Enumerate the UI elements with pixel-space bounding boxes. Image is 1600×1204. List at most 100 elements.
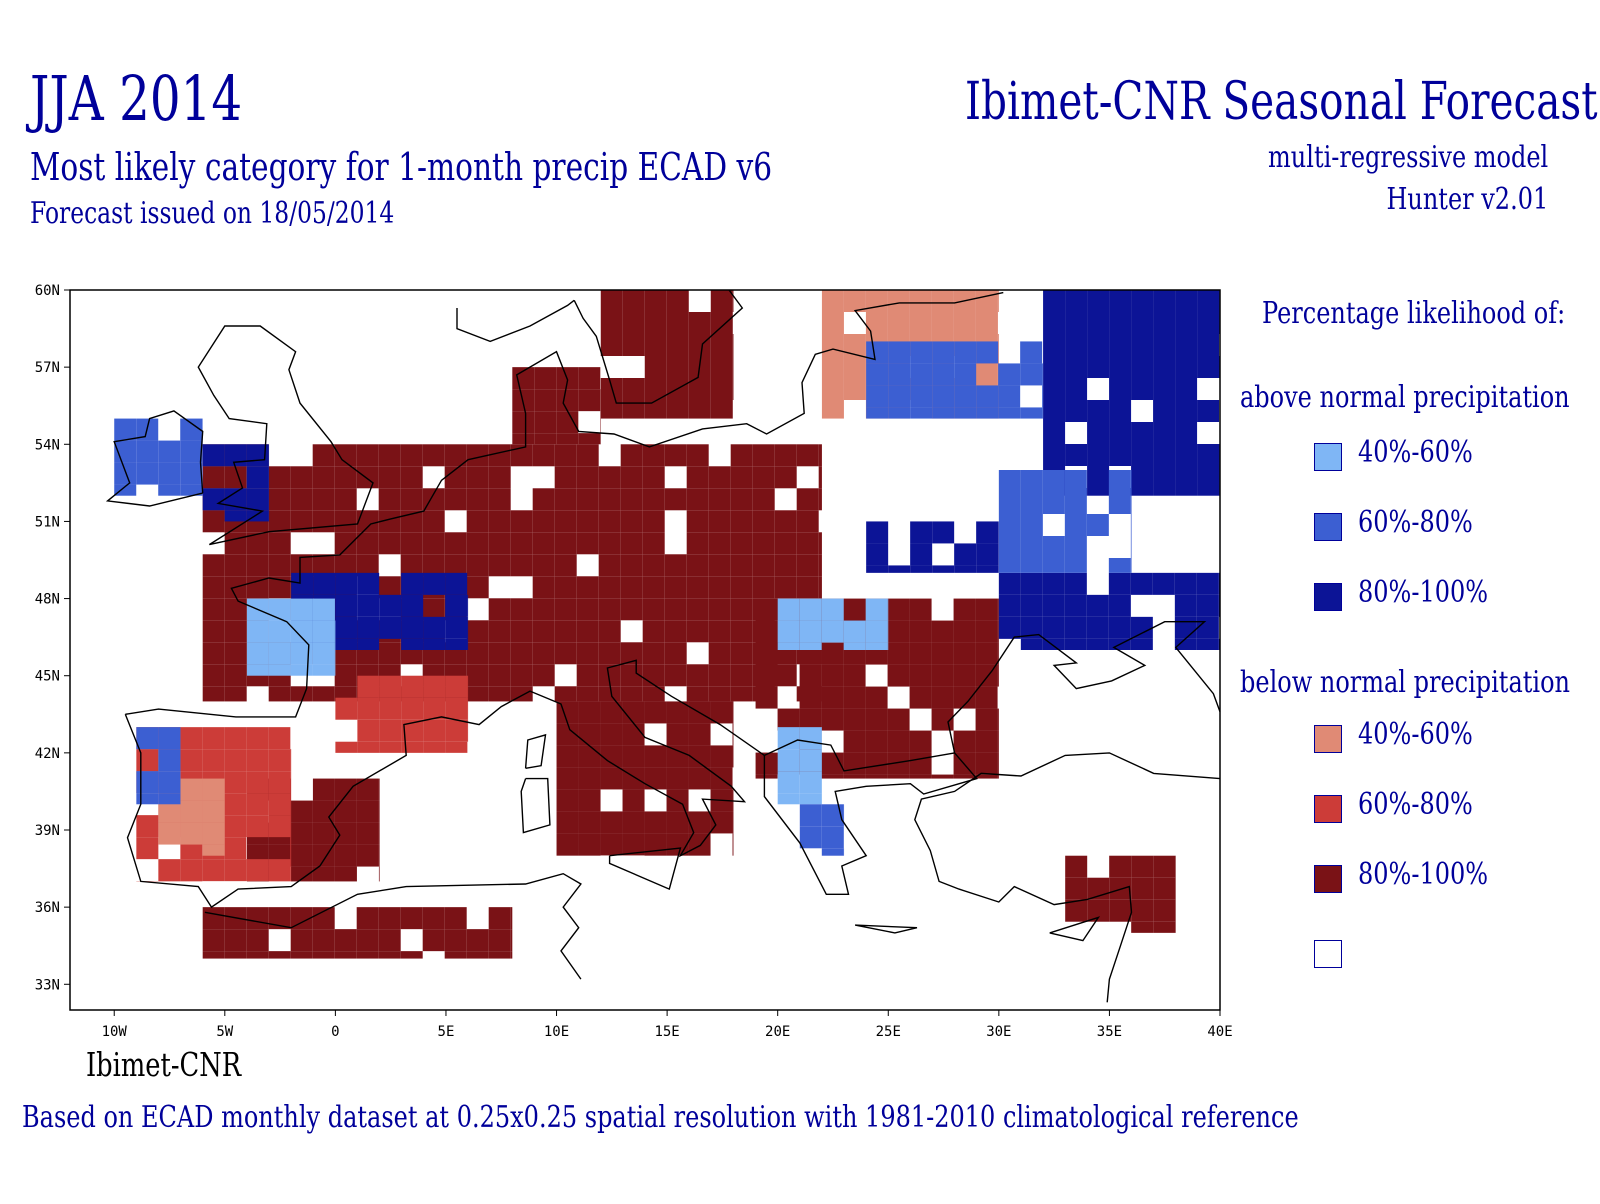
forecast-cell-below_60_80 xyxy=(335,698,357,720)
forecast-cell-below_80_100 xyxy=(225,951,247,958)
forecast-cell-below_60_80 xyxy=(246,749,268,771)
forecast-cell-above_40_60 xyxy=(844,643,866,650)
forecast-cell-below_80_100 xyxy=(643,466,665,488)
forecast-cell-below_80_100 xyxy=(1131,856,1153,878)
forecast-cell-below_80_100 xyxy=(643,598,665,620)
forecast-cell-above_60_80 xyxy=(954,407,976,418)
forecast-cell-below_40_60 xyxy=(954,312,976,334)
forecast-cell-below_80_100 xyxy=(623,767,645,789)
forecast-cell-below_60_80 xyxy=(180,749,202,771)
lat-label: 57N xyxy=(35,360,60,376)
forecast-cell-below_80_100 xyxy=(665,642,687,664)
forecast-cell-below_80_100 xyxy=(667,400,689,419)
forecast-cell-below_80_100 xyxy=(379,801,380,823)
forecast-cell-below_80_100 xyxy=(599,576,621,598)
forecast-cell-below_80_100 xyxy=(555,466,577,488)
forecast-cell-below_80_100 xyxy=(954,599,976,621)
forecast-cell-below_80_100 xyxy=(709,686,731,701)
legend-label-above-1: 60%-80% xyxy=(1358,505,1473,540)
forecast-cell-below_80_100 xyxy=(731,466,753,488)
forecast-cell-below_60_80 xyxy=(136,837,158,859)
forecast-cell-above_40_60 xyxy=(888,621,889,643)
forecast-cell-above_60_80 xyxy=(999,470,1021,492)
forecast-cell-above_60_80 xyxy=(976,407,998,418)
forecast-cell-below_80_100 xyxy=(577,532,599,554)
forecast-cell-above_80_100 xyxy=(1065,356,1087,378)
forecast-cell-above_80_100 xyxy=(932,565,954,572)
forecast-cell-above_60_80 xyxy=(866,385,888,407)
forecast-cell-below_40_60 xyxy=(888,312,910,334)
forecast-cell-above_40_60 xyxy=(888,643,889,650)
forecast-cell-below_80_100 xyxy=(313,686,335,701)
forecast-cell-below_80_100 xyxy=(556,433,578,444)
forecast-cell-below_80_100 xyxy=(534,389,556,411)
legend-below-heading: below normal precipitation xyxy=(1240,665,1570,700)
forecast-cell-below_80_100 xyxy=(533,598,555,620)
forecast-cell-below_80_100 xyxy=(533,642,555,664)
forecast-cell-above_80_100 xyxy=(1087,617,1109,639)
forecast-cell-below_80_100 xyxy=(711,356,733,378)
forecast-cell-above_60_80 xyxy=(1131,536,1132,558)
forecast-cell-above_80_100 xyxy=(1197,312,1219,334)
forecast-cell-below_80_100 xyxy=(1065,878,1087,900)
forecast-cell-below_80_100 xyxy=(599,620,621,642)
forecast-cell-below_60_80 xyxy=(290,771,291,793)
forecast-cell-above_80_100 xyxy=(976,565,998,572)
forecast-cell-below_80_100 xyxy=(203,664,225,686)
forecast-cell-above_80_100 xyxy=(1043,400,1065,422)
forecast-cell-above_80_100 xyxy=(866,565,888,572)
forecast-cell-below_80_100 xyxy=(623,723,645,745)
forecast-cell-below_80_100 xyxy=(623,745,645,767)
forecast-cell-below_80_100 xyxy=(866,709,888,731)
forecast-cell-below_60_80 xyxy=(290,815,291,837)
forecast-cell-above_80_100 xyxy=(1153,356,1175,378)
forecast-cell-below_60_80 xyxy=(224,859,246,881)
forecast-cell-above_80_100 xyxy=(1043,617,1065,639)
forecast-cell-above_60_80 xyxy=(1042,407,1043,418)
forecast-cell-below_80_100 xyxy=(731,510,753,532)
forecast-cell-above_80_100 xyxy=(1175,400,1197,422)
forecast-cell-below_80_100 xyxy=(203,951,225,958)
forecast-cell-below_80_100 xyxy=(599,510,621,532)
forecast-cell-below_80_100 xyxy=(557,745,579,767)
forecast-cell-below_80_100 xyxy=(335,929,357,951)
forecast-cell-above_60_80 xyxy=(1042,363,1043,385)
forecast-cell-below_80_100 xyxy=(645,811,667,833)
forecast-cell-below_80_100 xyxy=(888,599,910,621)
forecast-cell-above_80_100 xyxy=(1131,488,1153,496)
forecast-cell-above_60_80 xyxy=(1065,514,1087,536)
forecast-cell-below_80_100 xyxy=(775,466,797,488)
forecast-cell-below_80_100 xyxy=(269,532,291,554)
forecast-cell-below_80_100 xyxy=(423,907,445,929)
forecast-cell-above_80_100 xyxy=(203,488,225,510)
forecast-cell-above_80_100 xyxy=(335,639,357,650)
forecast-cell-below_80_100 xyxy=(577,510,599,532)
forecast-cell-above_40_60 xyxy=(778,727,800,749)
lat-label: 45N xyxy=(35,669,60,685)
forecast-cell-below_80_100 xyxy=(844,665,866,687)
forecast-cell-above_80_100 xyxy=(998,543,999,565)
forecast-cell-below_80_100 xyxy=(555,532,577,554)
forecast-cell-above_80_100 xyxy=(335,617,357,639)
forecast-cell-below_80_100 xyxy=(844,731,866,753)
forecast-cell-below_80_100 xyxy=(511,642,533,664)
forecast-cell-below_80_100 xyxy=(357,951,379,958)
forecast-cell-below_80_100 xyxy=(756,643,778,665)
forecast-cell-below_80_100 xyxy=(379,532,401,554)
forecast-cell-below_80_100 xyxy=(423,444,445,466)
forecast-cell-below_80_100 xyxy=(819,554,822,576)
forecast-cell-above_60_80 xyxy=(1021,558,1043,573)
forecast-cell-above_80_100 xyxy=(1131,422,1153,444)
forecast-cell-above_80_100 xyxy=(1109,400,1131,422)
forecast-cell-below_80_100 xyxy=(976,753,998,775)
forecast-cell-below_80_100 xyxy=(623,334,645,356)
forecast-cell-below_80_100 xyxy=(866,753,888,775)
forecast-cell-below_60_80 xyxy=(445,676,467,698)
forecast-cell-below_80_100 xyxy=(577,466,599,488)
forecast-cell-below_80_100 xyxy=(866,775,888,779)
forecast-cell-below_80_100 xyxy=(578,389,600,411)
forecast-cell-below_60_80 xyxy=(401,698,423,720)
forecast-cell-below_80_100 xyxy=(379,867,380,882)
forecast-cell-below_60_80 xyxy=(202,749,224,771)
forecast-cell-below_80_100 xyxy=(665,444,687,466)
